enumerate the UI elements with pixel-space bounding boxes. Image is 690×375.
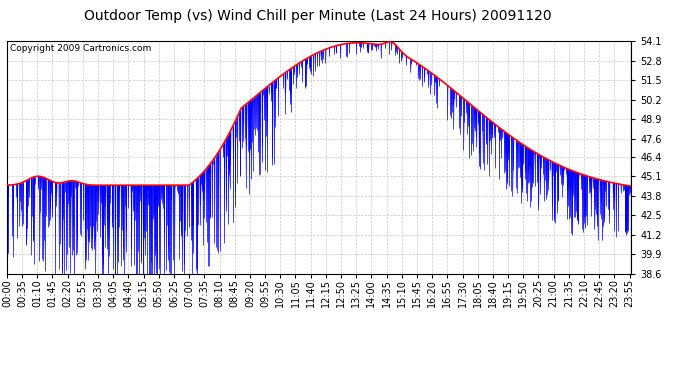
Text: Outdoor Temp (vs) Wind Chill per Minute (Last 24 Hours) 20091120: Outdoor Temp (vs) Wind Chill per Minute … <box>83 9 551 23</box>
Text: Copyright 2009 Cartronics.com: Copyright 2009 Cartronics.com <box>10 44 151 52</box>
